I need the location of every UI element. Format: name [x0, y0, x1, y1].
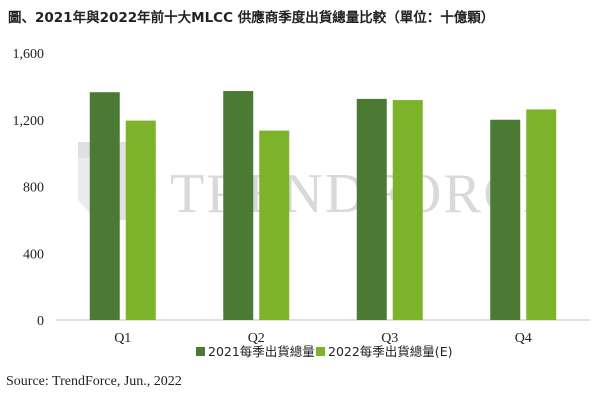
y-tick-label: 1,200	[13, 114, 45, 129]
y-tick-label: 1,600	[13, 47, 45, 62]
x-tick-label: Q4	[515, 331, 532, 346]
bar-2022-q1	[125, 120, 156, 320]
chart-title: 圖、2021年與2022年前十大MLCC 供應商季度出貨總量比較（單位：十億顆）	[8, 10, 495, 26]
source-note: Source: TrendForce, Jun., 2022	[6, 374, 182, 389]
bar-2022-q3	[392, 100, 423, 320]
x-tick-label: Q2	[248, 331, 265, 346]
bar-2021-q3	[356, 98, 387, 320]
y-tick-label: 400	[23, 247, 44, 262]
bar-2021-q2	[223, 91, 254, 320]
y-tick-label: 800	[23, 181, 44, 196]
legend-swatch	[196, 347, 205, 356]
y-tick-label: 0	[37, 314, 44, 329]
x-tick-label: Q1	[114, 331, 131, 346]
x-tick-label: Q3	[381, 331, 398, 346]
bar-2022-q2	[259, 130, 290, 320]
bar-2022-q4	[526, 109, 557, 320]
bar-2021-q4	[490, 119, 521, 320]
bar-2021-q1	[89, 92, 120, 320]
legend-label: 2021每季出貨總量	[208, 344, 315, 359]
legend-label: 2022每季出貨總量(E)	[328, 344, 452, 359]
legend-swatch	[316, 347, 325, 356]
